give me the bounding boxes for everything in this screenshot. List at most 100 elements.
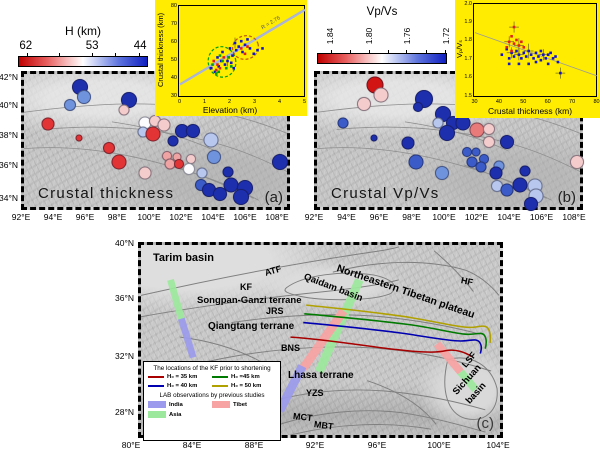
asia-band-east	[457, 369, 479, 392]
data-point	[213, 70, 216, 73]
colorbar-b-gradient	[317, 50, 447, 64]
map-c-lat-axis: 40°N 36°N 32°N 28°N	[107, 238, 135, 438]
map-c-label: MBT	[313, 419, 335, 432]
inset-xtick: 60	[544, 99, 551, 105]
lon-tick-label: 100°E	[427, 440, 451, 450]
data-point	[526, 62, 530, 65]
map-c-label: JRS	[266, 306, 284, 316]
lon-tick-label: 88°E	[244, 440, 264, 450]
inset-ytick: 60	[170, 38, 177, 45]
data-point	[546, 52, 549, 56]
asia-band-west	[167, 278, 185, 320]
lon-tick-label: 108°E	[562, 212, 586, 222]
data-point	[524, 54, 528, 58]
colorbar-b-tick: 1.84	[325, 27, 335, 45]
data-point	[216, 64, 220, 68]
station-dot	[408, 154, 424, 170]
lon-tick-label: 100°E	[432, 212, 456, 222]
station-dot	[373, 87, 389, 103]
legend-item-35km: H₀ = 35 km	[148, 374, 212, 380]
colorbar-tick-mark	[369, 50, 371, 54]
legend-item-asia: Asia	[148, 411, 212, 418]
lon-tick-label: 98°E	[402, 212, 421, 222]
kf-line-35km	[290, 336, 472, 358]
lat-tick-label: 32°N	[115, 351, 134, 361]
station-dot	[118, 104, 130, 116]
data-point	[255, 48, 259, 51]
inset-xtick: 1	[202, 99, 207, 105]
station-dot	[483, 135, 495, 148]
map-b-label: Crustal Vp/Vs	[331, 185, 440, 202]
map-c-label: YZS	[306, 388, 324, 398]
colorbar-tick-mark	[115, 53, 116, 57]
tibet-band-east	[434, 341, 464, 375]
data-point	[225, 59, 229, 62]
data-point	[519, 56, 523, 60]
inset-ytick: 80	[170, 2, 177, 9]
station-dot	[471, 147, 481, 157]
lat-tick-label: 36°N	[115, 293, 134, 303]
blue-line-swatch	[148, 385, 164, 387]
colorbar-a-tick: 44	[133, 40, 147, 52]
station-dot	[435, 166, 450, 181]
inset-ytick: 40	[170, 74, 177, 81]
colorbar-tick-mark	[388, 50, 390, 54]
station-dot	[432, 117, 444, 129]
inset-xtick: 40	[495, 99, 502, 105]
data-point	[220, 50, 224, 53]
data-point	[228, 46, 231, 50]
inset-ytick: 1.7	[464, 55, 472, 62]
lon-tick-label: 104°E	[497, 212, 521, 222]
data-point	[514, 49, 518, 52]
station-dot	[222, 166, 234, 178]
data-point	[214, 68, 218, 71]
map-c-label: Tarim basin	[153, 252, 214, 264]
data-point	[239, 46, 243, 50]
lon-tick-label: 84°E	[182, 440, 202, 450]
data-point	[245, 44, 249, 48]
data-point	[243, 52, 246, 55]
lon-tick-label: 94°E	[43, 212, 63, 222]
scatter-plot	[474, 21, 597, 79]
inset-xtick: 30	[471, 99, 478, 105]
india-band-west	[178, 317, 197, 359]
inset-ytick: 1.6	[464, 74, 472, 81]
data-point	[553, 54, 557, 58]
inset-xtick: 70	[569, 99, 576, 105]
data-point	[500, 52, 503, 56]
colorbar-tick-mark	[139, 53, 141, 57]
data-point	[214, 71, 218, 75]
data-point	[546, 62, 549, 65]
station-dot	[483, 122, 495, 135]
map-a-label: Crustal thickness	[38, 185, 175, 202]
station-dot	[438, 125, 455, 142]
data-point	[514, 38, 518, 41]
data-point	[226, 55, 230, 59]
inset-xtick: 5	[302, 99, 307, 105]
data-point	[209, 66, 213, 69]
map-c-label: HF	[460, 275, 474, 288]
data-point	[507, 56, 510, 60]
kf-line-50km	[306, 304, 492, 343]
data-point	[229, 64, 233, 68]
data-point	[517, 43, 520, 47]
data-point	[517, 62, 520, 65]
station-dot	[475, 161, 487, 173]
map-c-label: MCT	[292, 411, 313, 424]
station-dot	[102, 141, 115, 154]
data-point	[541, 52, 545, 56]
inset-a-frame	[178, 5, 305, 97]
data-point	[220, 59, 224, 62]
data-point	[210, 62, 214, 66]
legend-subtitle: LAB observations by previous studies	[159, 392, 265, 399]
data-point	[245, 37, 249, 41]
green-line-swatch	[212, 376, 228, 378]
lat-tick-label: 40°N	[115, 238, 134, 248]
lon-tick-label: 96°E	[367, 440, 387, 450]
colorbar-a-tick: 53	[85, 40, 99, 52]
lon-tick-label: 102°E	[169, 212, 193, 222]
data-point	[231, 66, 235, 69]
station-dot	[337, 117, 348, 129]
legend-item-tibet: Tibet	[212, 401, 276, 408]
station-dot	[412, 101, 423, 112]
